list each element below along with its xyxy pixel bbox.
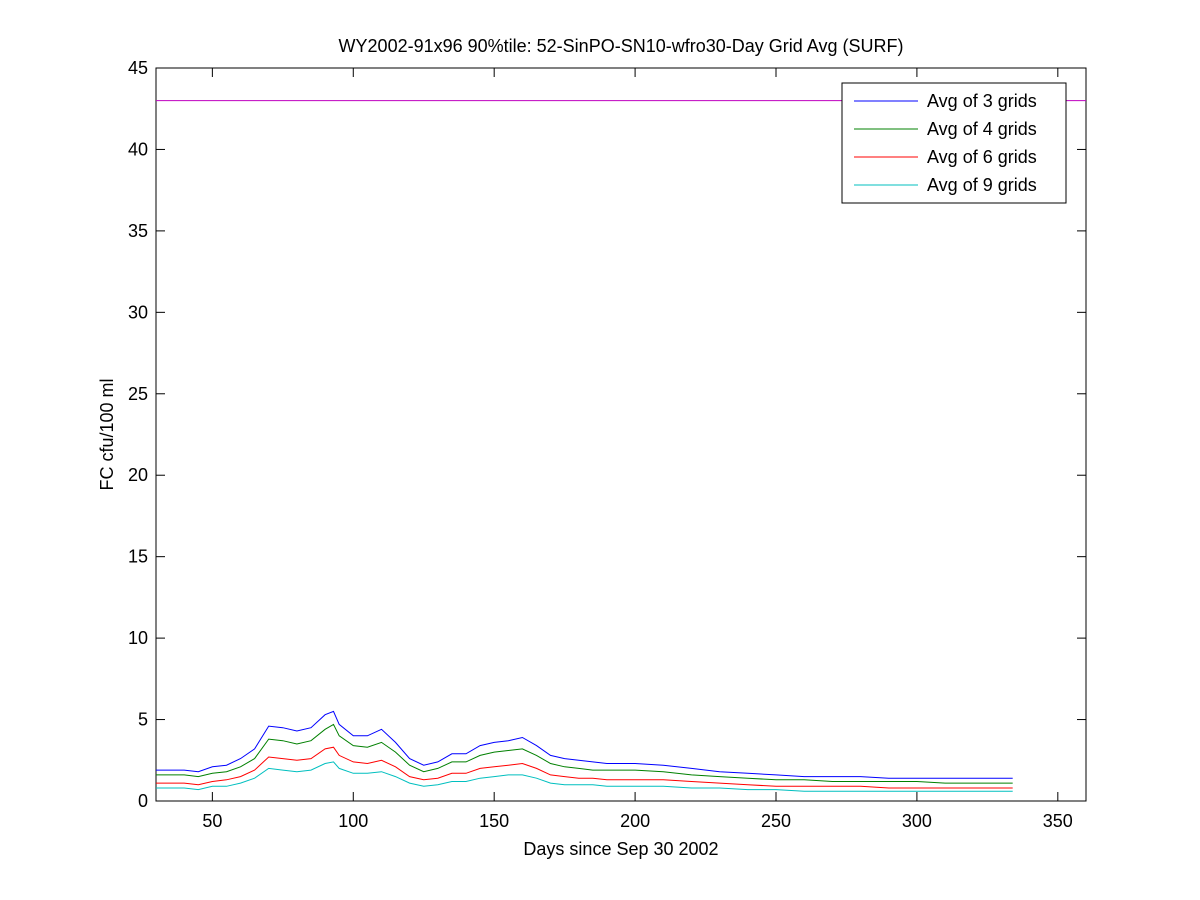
y-tick-label: 25 xyxy=(128,384,148,404)
legend-entry-label: Avg of 9 grids xyxy=(927,175,1037,195)
series-line-2 xyxy=(156,723,1013,784)
x-tick-label: 150 xyxy=(479,811,509,831)
series-line-4 xyxy=(156,761,1013,792)
series-group xyxy=(156,710,1013,792)
y-tick-label: 35 xyxy=(128,221,148,241)
x-tick-label: 50 xyxy=(202,811,222,831)
y-axis-ticks: 0 5 10 15 20 25 30 35 40 45 xyxy=(128,58,1086,811)
x-tick-label: 350 xyxy=(1043,811,1073,831)
y-tick-label: 5 xyxy=(138,710,148,730)
legend: Avg of 3 grids Avg of 4 grids Avg of 6 gri… xyxy=(841,82,1067,204)
y-tick-label: 40 xyxy=(128,139,148,159)
legend-entry-label: Avg of 3 grids xyxy=(927,91,1037,111)
y-tick-label: 15 xyxy=(128,547,148,567)
y-tick-label: 30 xyxy=(128,302,148,322)
x-tick-label: 100 xyxy=(338,811,368,831)
y-axis-label: FC cfu/100 ml xyxy=(97,378,117,490)
legend-box xyxy=(841,82,1067,204)
y-tick-label: 10 xyxy=(128,628,148,648)
series-line-3 xyxy=(156,746,1013,789)
x-axis-label: Days since Sep 30 2002 xyxy=(523,839,718,859)
y-tick-label: 20 xyxy=(128,465,148,485)
x-tick-label: 300 xyxy=(902,811,932,831)
x-tick-label: 200 xyxy=(620,811,650,831)
x-tick-label: 250 xyxy=(761,811,791,831)
y-tick-label: 0 xyxy=(138,791,148,811)
series-line-1 xyxy=(156,710,1013,779)
legend-entry-label: Avg of 4 grids xyxy=(927,119,1037,139)
x-axis-ticks: 50 100 150 200 250 300 350 xyxy=(202,68,1073,831)
chart-title: WY2002-91x96 90%tile: 52-SinPO-SN10-wfro… xyxy=(339,36,904,56)
y-tick-label: 45 xyxy=(128,58,148,78)
legend-entry-label: Avg of 6 grids xyxy=(927,147,1037,167)
